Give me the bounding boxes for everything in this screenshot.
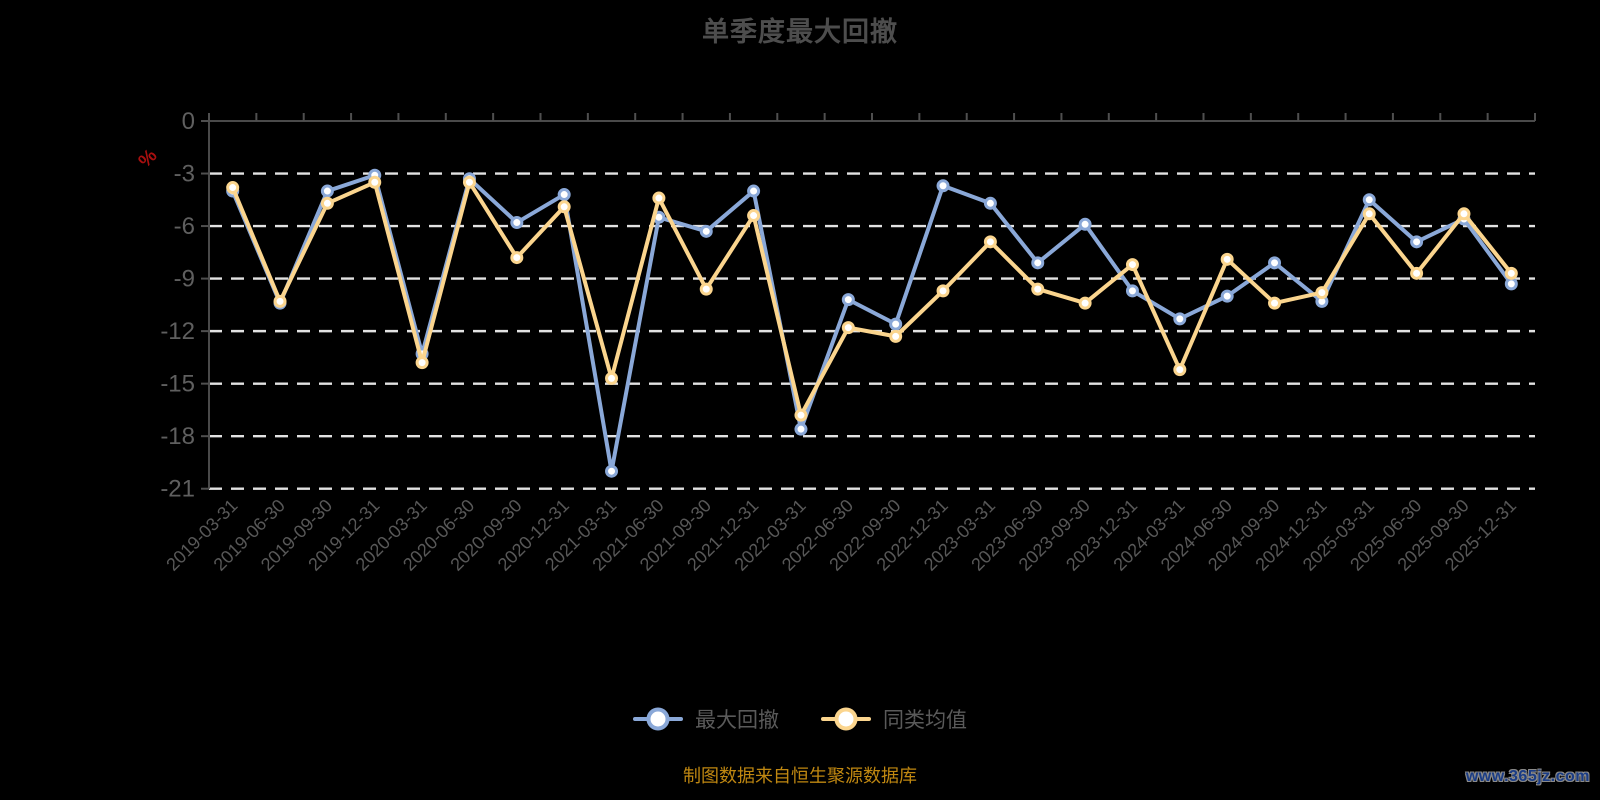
data-point[interactable]: [936, 179, 950, 193]
data-point[interactable]: [557, 200, 571, 214]
data-point[interactable]: [368, 175, 382, 189]
data-point[interactable]: [557, 188, 571, 202]
data-point[interactable]: [1504, 266, 1518, 280]
legend-label: 同类均值: [883, 709, 967, 732]
data-point[interactable]: [462, 175, 476, 189]
data-point[interactable]: [747, 209, 761, 223]
data-point[interactable]: [1173, 312, 1187, 326]
data-point[interactable]: [1078, 217, 1092, 231]
data-point[interactable]: [889, 317, 903, 331]
y-tick-label: 0: [182, 108, 195, 135]
data-point[interactable]: [983, 196, 997, 210]
data-point[interactable]: [1362, 193, 1376, 207]
data-point[interactable]: [1125, 258, 1139, 272]
data-point[interactable]: [510, 251, 524, 265]
data-point[interactable]: [415, 356, 429, 370]
y-tick-label: -18: [160, 423, 195, 450]
legend-line-icon: [633, 707, 683, 731]
data-point[interactable]: [699, 224, 713, 238]
data-point[interactable]: [747, 184, 761, 198]
data-point[interactable]: [510, 216, 524, 230]
legend-item-max-drawdown[interactable]: 最大回撤: [633, 704, 779, 734]
data-point[interactable]: [794, 408, 808, 422]
data-point[interactable]: [1362, 207, 1376, 221]
data-point[interactable]: [1268, 296, 1282, 310]
y-tick-label: -6: [174, 213, 195, 240]
data-point[interactable]: [1504, 277, 1518, 291]
legend: 最大回撤 同类均值: [0, 704, 1600, 734]
page-title: 单季度最大回撤: [702, 17, 898, 47]
data-source-note: 制图数据来自恒生聚源数据库: [683, 766, 917, 786]
data-point[interactable]: [936, 284, 950, 298]
data-point[interactable]: [320, 184, 334, 198]
data-point[interactable]: [1031, 282, 1045, 296]
data-point[interactable]: [1410, 266, 1424, 280]
data-point[interactable]: [1457, 207, 1471, 221]
y-tick-label: -15: [160, 371, 195, 398]
data-point[interactable]: [699, 282, 713, 296]
data-point[interactable]: [1268, 256, 1282, 270]
y-tick-label: -3: [174, 161, 195, 188]
data-point[interactable]: [983, 235, 997, 249]
data-point[interactable]: [1220, 289, 1234, 303]
legend-label: 最大回撤: [695, 709, 779, 732]
legend-dot-icon: [834, 707, 858, 731]
series-line-category-average: [230, 180, 1514, 418]
data-point[interactable]: [1078, 296, 1092, 310]
data-point[interactable]: [1173, 363, 1187, 377]
data-point[interactable]: [1031, 256, 1045, 270]
watermark-url: www.365jz.com: [1465, 768, 1590, 785]
legend-line-icon: [821, 707, 871, 731]
data-point[interactable]: [841, 293, 855, 307]
y-tick-label: -9: [174, 266, 195, 293]
data-point[interactable]: [605, 464, 619, 478]
data-point[interactable]: [1315, 286, 1329, 300]
data-point[interactable]: [841, 321, 855, 335]
data-point[interactable]: [273, 294, 287, 308]
data-point[interactable]: [889, 329, 903, 343]
data-point[interactable]: [320, 196, 334, 210]
data-point[interactable]: [794, 422, 808, 436]
legend-dot-icon: [646, 707, 670, 731]
y-tick-label: -12: [160, 318, 195, 345]
data-point[interactable]: [605, 371, 619, 385]
data-point[interactable]: [226, 181, 240, 195]
data-point[interactable]: [652, 191, 666, 205]
y-tick-label: -21: [160, 476, 195, 503]
series-line-max-drawdown: [230, 173, 1514, 474]
data-point[interactable]: [1410, 235, 1424, 249]
data-point[interactable]: [1220, 252, 1234, 266]
data-point[interactable]: [1125, 284, 1139, 298]
legend-item-category-average[interactable]: 同类均值: [821, 704, 967, 734]
